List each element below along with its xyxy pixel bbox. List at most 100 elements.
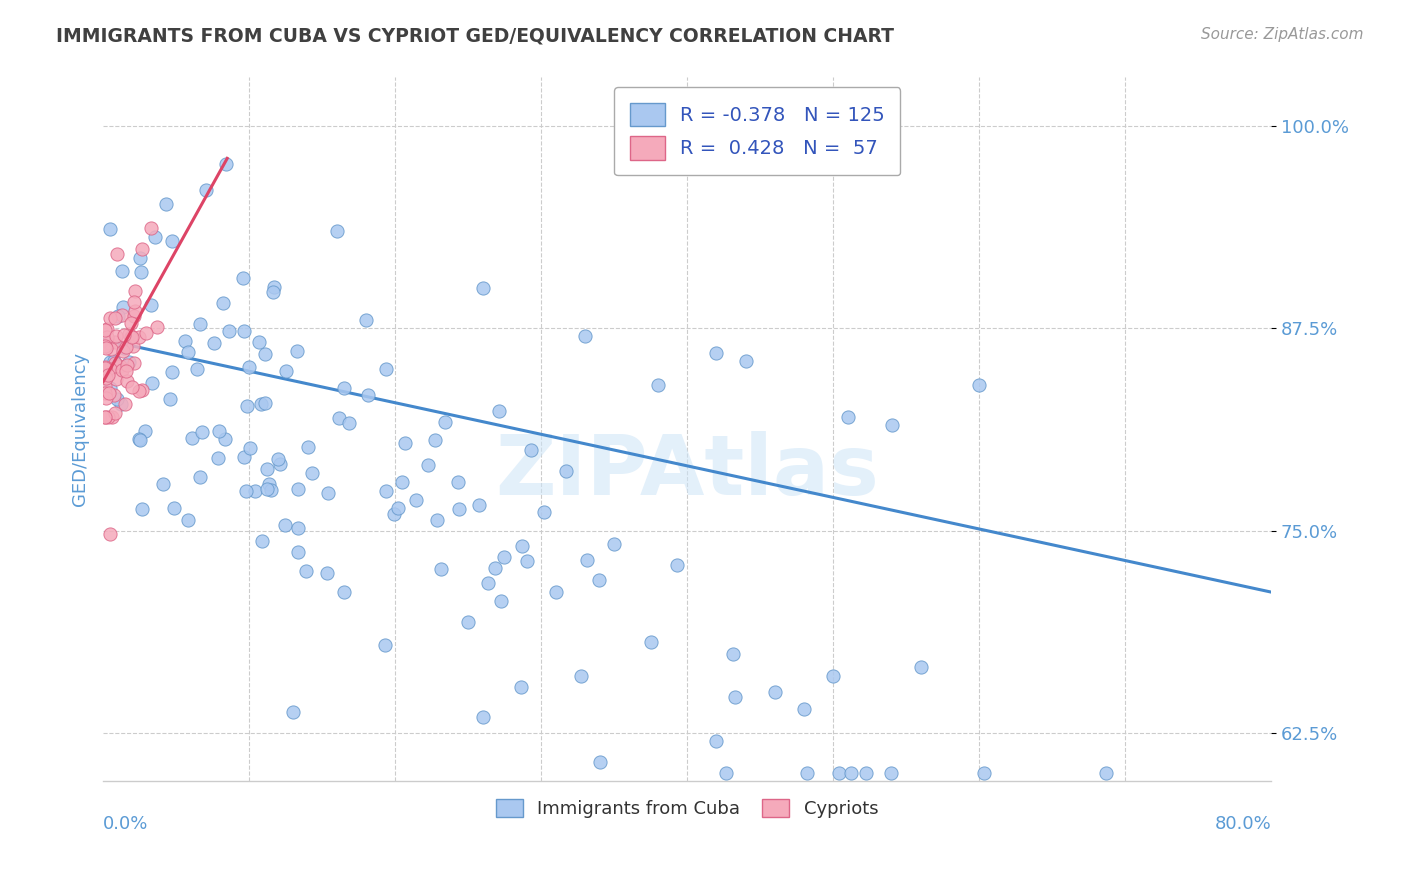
Point xyxy=(235,484,257,499)
Point xyxy=(105,247,128,261)
Point xyxy=(186,362,208,376)
Point xyxy=(155,196,177,211)
Point xyxy=(98,362,121,376)
Point xyxy=(374,639,396,653)
Point xyxy=(139,298,162,312)
Point xyxy=(855,766,877,780)
Point xyxy=(516,554,538,568)
Point xyxy=(124,356,146,370)
Point xyxy=(115,364,138,378)
Point xyxy=(457,615,479,629)
Point xyxy=(880,766,903,780)
Point xyxy=(129,264,152,278)
Point xyxy=(823,669,845,683)
Point xyxy=(315,566,337,580)
Point xyxy=(124,304,146,318)
Point xyxy=(447,502,470,516)
Point xyxy=(287,545,309,559)
Point xyxy=(477,575,499,590)
Point xyxy=(145,230,167,244)
Point xyxy=(430,562,453,576)
Point xyxy=(214,157,236,171)
Point xyxy=(274,518,297,533)
Point xyxy=(588,573,610,587)
Text: ZIPAtlas: ZIPAtlas xyxy=(495,431,879,512)
Point xyxy=(763,685,786,699)
Point xyxy=(111,343,134,358)
Point xyxy=(139,220,162,235)
Text: IMMIGRANTS FROM CUBA VS CYPRIOT GED/EQUIVALENCY CORRELATION CHART: IMMIGRANTS FROM CUBA VS CYPRIOT GED/EQUI… xyxy=(56,27,894,45)
Point xyxy=(405,492,427,507)
Point xyxy=(120,330,142,344)
Point xyxy=(129,433,152,447)
Point xyxy=(257,476,280,491)
Point xyxy=(233,324,256,338)
Point xyxy=(111,363,134,377)
Point xyxy=(647,378,669,392)
Point xyxy=(574,329,596,343)
Point xyxy=(233,450,256,465)
Point xyxy=(967,378,990,392)
Point xyxy=(375,483,398,498)
Point xyxy=(837,410,859,425)
Point xyxy=(107,392,129,407)
Point xyxy=(128,329,150,343)
Point xyxy=(174,334,197,348)
Point xyxy=(301,467,323,481)
Point xyxy=(492,550,515,565)
Point xyxy=(640,634,662,648)
Point xyxy=(94,410,117,425)
Point xyxy=(122,309,145,323)
Point xyxy=(724,690,747,704)
Point xyxy=(238,360,260,375)
Point xyxy=(297,440,319,454)
Point xyxy=(793,701,815,715)
Point xyxy=(104,310,127,325)
Point xyxy=(118,327,141,342)
Point xyxy=(112,341,135,355)
Point xyxy=(510,680,533,694)
Point xyxy=(111,308,134,322)
Point xyxy=(333,585,356,599)
Point xyxy=(207,450,229,465)
Point xyxy=(124,284,146,298)
Point xyxy=(544,584,567,599)
Point xyxy=(134,424,156,438)
Point xyxy=(195,182,218,196)
Point xyxy=(112,327,135,342)
Point xyxy=(1095,766,1118,780)
Point xyxy=(117,354,139,368)
Point xyxy=(135,326,157,340)
Point xyxy=(796,766,818,780)
Text: 80.0%: 80.0% xyxy=(1215,815,1271,833)
Point xyxy=(110,397,132,411)
Point xyxy=(145,320,167,334)
Point xyxy=(533,505,555,519)
Point xyxy=(100,342,122,356)
Point xyxy=(827,766,849,780)
Point xyxy=(239,441,262,455)
Point xyxy=(108,359,131,374)
Point xyxy=(555,464,578,478)
Point xyxy=(488,403,510,417)
Point xyxy=(471,709,494,723)
Point xyxy=(256,482,278,496)
Point xyxy=(94,386,117,401)
Point xyxy=(569,669,592,683)
Point xyxy=(391,475,413,489)
Point xyxy=(107,309,129,323)
Point xyxy=(510,539,533,553)
Point xyxy=(93,361,115,376)
Point xyxy=(489,593,512,607)
Point xyxy=(576,552,599,566)
Point xyxy=(260,483,283,497)
Point xyxy=(114,397,136,411)
Point xyxy=(97,368,120,382)
Point xyxy=(98,336,121,351)
Point xyxy=(434,415,457,429)
Point xyxy=(94,391,117,405)
Point xyxy=(880,418,903,433)
Point xyxy=(122,339,145,353)
Point xyxy=(128,384,150,398)
Point xyxy=(115,358,138,372)
